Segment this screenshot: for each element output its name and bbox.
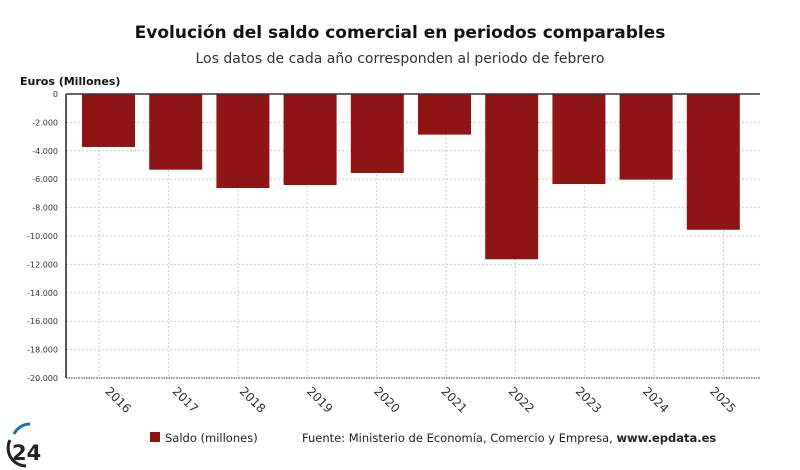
y-tick-label: -20.000 — [27, 374, 58, 383]
logo-text: 24 — [12, 441, 41, 465]
grid — [66, 94, 760, 379]
bar-2019 — [283, 94, 337, 186]
bar-2022 — [485, 94, 539, 260]
y-axis-label: Euros (Millones) — [20, 75, 120, 88]
legend: Saldo (millones) — [150, 431, 258, 445]
legend-label: Saldo (millones) — [165, 431, 258, 445]
source-link[interactable]: www.epdata.es — [616, 431, 716, 445]
y-tick-label: -2.000 — [32, 118, 58, 127]
logo: 24 — [6, 422, 41, 468]
bars — [82, 94, 740, 260]
chart-title: Evolución del saldo comercial en periodo… — [135, 23, 666, 43]
x-tick-label: 2021 — [438, 384, 469, 415]
logo-arc — [12, 422, 31, 435]
y-tick-label: -8.000 — [32, 204, 58, 213]
bar-2016 — [82, 94, 135, 147]
x-tick-label: 2023 — [573, 384, 604, 415]
source-label: Fuente: Ministerio de Economía, Comercio… — [302, 431, 613, 445]
x-tick-label: 2019 — [304, 384, 335, 415]
x-tick-label: 2024 — [640, 384, 671, 415]
y-tick-label: -10.000 — [27, 232, 58, 241]
bar-2020 — [350, 94, 404, 173]
y-tick-label: -6.000 — [32, 175, 58, 184]
x-tick-label: 2016 — [102, 384, 133, 415]
y-tick-label: -18.000 — [27, 346, 58, 355]
x-tick-label: 2025 — [707, 384, 738, 415]
chart-subtitle: Los datos de cada año corresponden al pe… — [195, 51, 604, 67]
y-tick-label: -4.000 — [32, 147, 58, 156]
x-tick-label: 2022 — [506, 384, 537, 415]
source-text: Fuente: Ministerio de Economía, Comercio… — [302, 431, 716, 445]
x-tick-label: 2020 — [371, 384, 402, 415]
x-tick-label: 2017 — [170, 384, 201, 415]
bar-2025 — [686, 94, 740, 230]
y-tick-label: -12.000 — [27, 260, 58, 269]
y-tick-label: -14.000 — [27, 289, 58, 298]
x-axis-ticks: 2016 2017 2018 2019 2020 2021 2022 2023 2024 2025 — [102, 384, 738, 415]
bar-2021 — [418, 94, 471, 135]
bar-2023 — [552, 94, 606, 185]
y-axis-ticks: 0 -2.000 -4.000 -6.000 -8.000 -10.000 -12.000 -… — [27, 90, 58, 383]
legend-swatch — [150, 432, 160, 442]
x-tick-label: 2018 — [237, 384, 268, 415]
logo-arc-dark — [6, 439, 27, 468]
bar-2024 — [619, 94, 673, 180]
y-tick-label: 0 — [53, 90, 58, 99]
bar-2018 — [216, 94, 270, 189]
bar-2017 — [149, 94, 203, 170]
y-tick-label: -16.000 — [27, 317, 58, 326]
